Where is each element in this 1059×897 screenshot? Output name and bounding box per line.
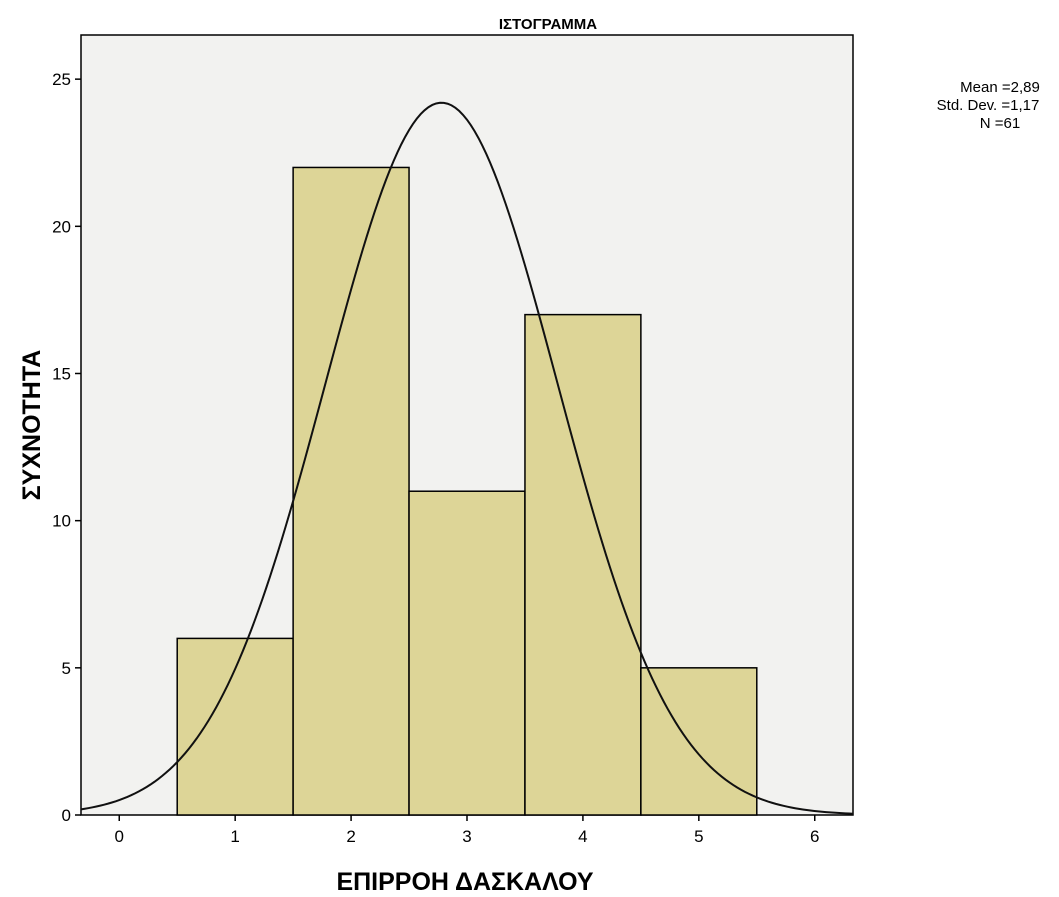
x-axis-title: ΕΠΙΡΡΟΗ ΔΑΣΚΑΛΟΥ	[336, 868, 593, 896]
histogram-bar-1	[176, 637, 294, 816]
histogram-bar-2	[292, 166, 410, 816]
stats-box: Mean =2,89 Std. Dev. =1,17 N =61	[937, 79, 1040, 132]
y-tick-label: 5	[62, 659, 71, 678]
y-tick-label: 10	[52, 512, 71, 531]
y-tick-label: 0	[62, 806, 71, 825]
histogram-bar-5	[640, 667, 758, 816]
y-tick-label: 15	[52, 364, 71, 383]
histogram-bar-3	[408, 490, 526, 816]
normal-curve	[80, 101, 854, 815]
stats-n: N =61	[980, 115, 1020, 132]
x-tick-label: 2	[346, 827, 355, 846]
chart-title: ΙΣΤΟΓΡΑΜΜΑ	[499, 16, 597, 33]
x-tick-label: 4	[578, 827, 587, 846]
y-tick-label: 20	[52, 217, 71, 236]
y-axis-title: ΣΥΧΝΟΤΗΤΑ	[18, 350, 46, 501]
x-tick-label: 1	[230, 827, 239, 846]
x-tick-label: 6	[810, 827, 819, 846]
histogram-bar-4	[524, 313, 642, 816]
x-tick-label: 5	[694, 827, 703, 846]
stats-mean: Mean =2,89	[960, 79, 1040, 96]
x-tick-label: 3	[462, 827, 471, 846]
y-tick-label: 25	[52, 70, 71, 89]
x-tick-label: 0	[115, 827, 124, 846]
stats-std-dev: Std. Dev. =1,17	[937, 97, 1040, 114]
